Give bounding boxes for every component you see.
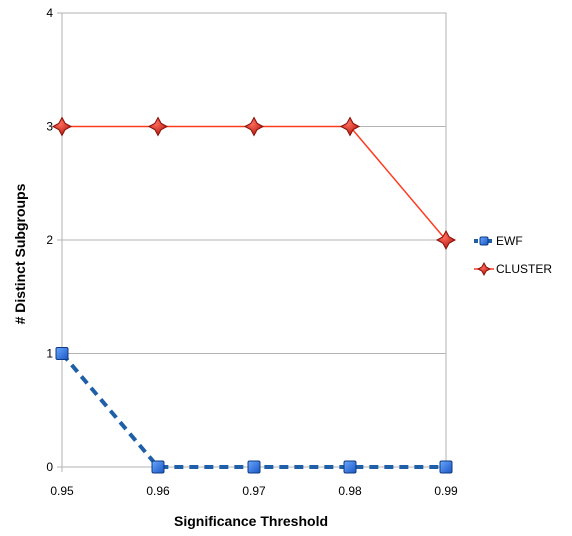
- series-layer: [51, 116, 457, 474]
- data-point-cluster: [435, 229, 457, 251]
- x-axis-ticks: 0.95 0.96 0.97 0.98 0.99: [50, 467, 458, 498]
- y-tick-label: 1: [46, 347, 53, 361]
- x-tick-label: 0.98: [338, 484, 362, 498]
- data-point-cluster: [243, 116, 265, 137]
- legend-marker: [476, 261, 492, 277]
- data-point-ewf: [55, 347, 69, 360]
- data-point-ewf: [151, 460, 165, 474]
- data-point-ewf: [343, 460, 357, 474]
- legend-marker: [479, 236, 489, 246]
- y-axis-ticks: 0 1 2 3 4: [46, 6, 62, 474]
- data-point-ewf: [439, 460, 453, 474]
- y-tick-label: 0: [46, 460, 53, 474]
- legend-label: EWF: [496, 234, 523, 248]
- y-tick-label: 3: [46, 120, 53, 134]
- y-tick-label: 4: [46, 6, 53, 20]
- legend: EWF CLUSTER: [474, 234, 552, 277]
- data-point-cluster: [51, 116, 73, 137]
- x-tick-label: 0.95: [50, 484, 74, 498]
- x-tick-label: 0.96: [146, 484, 170, 498]
- x-axis-title: Significance Threshold: [174, 513, 328, 529]
- data-point-cluster: [339, 116, 361, 137]
- data-point-cluster: [147, 116, 169, 137]
- x-tick-label: 0.99: [434, 484, 458, 498]
- y-tick-label: 2: [46, 233, 53, 247]
- series-cluster: [51, 116, 457, 251]
- y-axis-title: # Distinct Subgroups: [12, 183, 28, 324]
- legend-item-cluster: CLUSTER: [474, 261, 552, 277]
- data-point-ewf: [247, 460, 261, 474]
- legend-label: CLUSTER: [496, 262, 552, 276]
- legend-item-ewf: EWF: [474, 234, 523, 248]
- x-tick-label: 0.97: [242, 484, 266, 498]
- series-ewf: [55, 347, 453, 474]
